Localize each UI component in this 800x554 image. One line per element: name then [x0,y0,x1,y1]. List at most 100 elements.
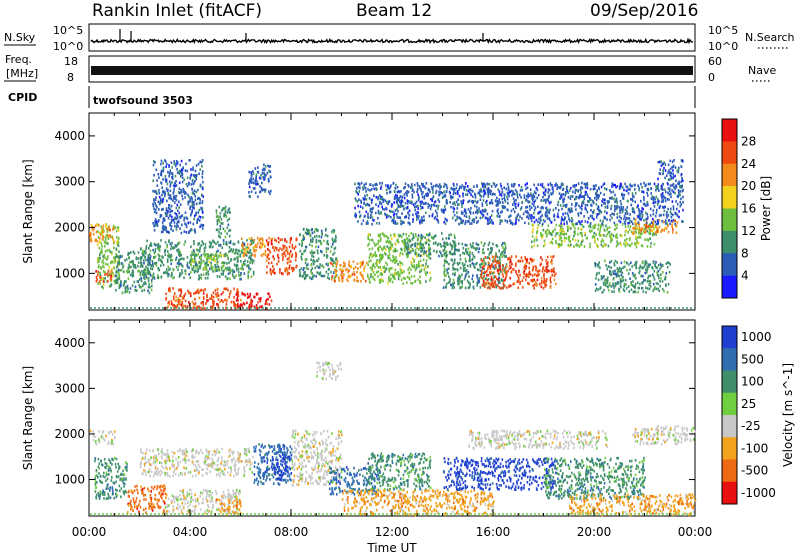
velocity-ylabel: Slant Range [km] [21,366,35,470]
power-region [298,227,338,281]
power-region [531,223,658,249]
nsky-tick-top: 10^5 [53,24,83,37]
velocity-colorbar-tick: -500 [741,464,768,478]
velocity-plot-frame [88,319,696,517]
power-region [164,287,242,311]
velocity-colorbar-segment [722,326,737,349]
power-colorbar-segment [722,141,737,165]
date-label: 09/Sep/2016 [590,1,698,21]
power-colorbar-label: Power [dB] [759,176,773,241]
power-colorbar-tick: 20 [741,179,756,193]
x-tick-label: 12:00 [375,525,410,539]
power-colorbar-tick: 28 [741,134,756,148]
velocity-colorbar-segment [722,392,737,416]
power-region [190,252,228,272]
power-region [248,163,272,198]
power-cells [89,159,684,311]
power-region [265,236,298,276]
velocity-colorbar-tick: 25 [741,397,756,411]
velocity-panel: 1000 2000 3000 4000 Slant Range [km] 1000 500 1… [21,319,795,517]
power-region [442,241,508,290]
power-ytick-label: 4000 [54,129,85,143]
freq-panel [88,55,696,83]
power-colorbar-tick: 16 [741,202,756,216]
power-region [354,181,684,226]
velocity-colorbar-segment [722,348,737,371]
power-ytick-label: 2000 [54,221,85,235]
power-region [594,259,671,294]
power-region [89,223,115,243]
power-colorbar-tick: 4 [741,269,749,283]
power-colorbar-segment [722,119,737,142]
beam-label: Beam 12 [356,1,432,21]
x-tick-label: 08:00 [274,525,309,539]
power-colorbar-segment [722,275,737,299]
velocity-region [291,429,343,487]
nsky-panel [88,23,696,52]
velocity-ytick-label: 4000 [54,336,85,350]
x-tick-label: 20:00 [577,525,612,539]
power-colorbar-tick: 12 [741,224,756,238]
power-colorbar-segment [722,208,737,232]
power-region [96,223,121,290]
power-region [241,236,267,258]
velocity-region [316,361,343,381]
nsearch-tick-bottom: 10^0 [708,40,738,53]
nave-tick-top: 60 [708,55,722,68]
nsearch-tick-top: 10^5 [708,24,738,37]
nave-tick-bottom: 0 [708,71,715,84]
velocity-colorbar-segment [722,481,737,505]
power-colorbar-frame [721,118,738,299]
x-tick-label: 00:00 [72,525,107,539]
velocity-colorbar-tick: -100 [741,441,768,455]
velocity-colorbar-tick: -1000 [741,486,776,500]
nsky-tick-bottom: 10^0 [53,40,83,53]
velocity-region [127,484,167,514]
velocity-colorbar-segment [722,370,737,394]
velocity-ytick-label: 2000 [54,427,85,441]
velocity-ytick-label: 1000 [54,473,85,487]
nsky-trace [90,29,694,45]
power-region [95,270,113,283]
velocity-colorbar-frame [721,325,738,505]
x-axis-label: Time UT [366,541,417,554]
velocity-region [139,447,254,478]
x-tick-label: 16:00 [476,525,511,539]
velocity-region [271,453,293,482]
velocity-ytick-label: 3000 [54,381,85,395]
velocity-colorbar-tick: 100 [741,375,764,389]
power-colorbar-segment [722,163,737,187]
power-region [215,205,232,239]
power-colorbar-segment [722,230,737,254]
velocity-region [341,488,495,517]
velocity-colorbar-tick: 1000 [741,330,772,344]
x-axis: 00:00 04:00 08:00 12:00 16:00 20:00 00:00 [72,525,713,539]
x-tick-label: 00:00 [678,525,713,539]
cpid-value: twofsound 3503 [93,94,193,107]
freq-label: Freq. [5,53,32,66]
velocity-colorbar-label: Velocity [m s^-1] [781,363,795,467]
velocity-cells [89,361,697,517]
power-ytick-label: 1000 [54,266,85,280]
power-ylabel: Slant Range [km] [21,159,35,263]
power-region [152,159,205,235]
power-panel: 1000 2000 3000 4000 Slant Range [km] 4 8 12 16 20… [21,112,773,311]
velocity-colorbar-segment [722,415,737,438]
power-colorbar-segment [722,186,737,209]
freq-tick-top: 18 [64,55,78,68]
velocity-region [543,456,646,501]
power-region [329,260,368,283]
power-colorbar-tick: 24 [741,157,756,171]
nave-label: Nave [748,64,776,77]
velocity-region [632,424,696,446]
velocity-colorbar-segment [722,459,737,483]
power-region [235,291,273,311]
velocity-region [215,497,242,516]
cpid-label: CPID [8,91,37,104]
velocity-region [94,456,128,500]
nsky-line [90,37,694,45]
power-ytick-label: 3000 [54,175,85,189]
velocity-colorbar-tick: -25 [741,419,761,433]
power-colorbar-tick: 8 [741,246,749,260]
